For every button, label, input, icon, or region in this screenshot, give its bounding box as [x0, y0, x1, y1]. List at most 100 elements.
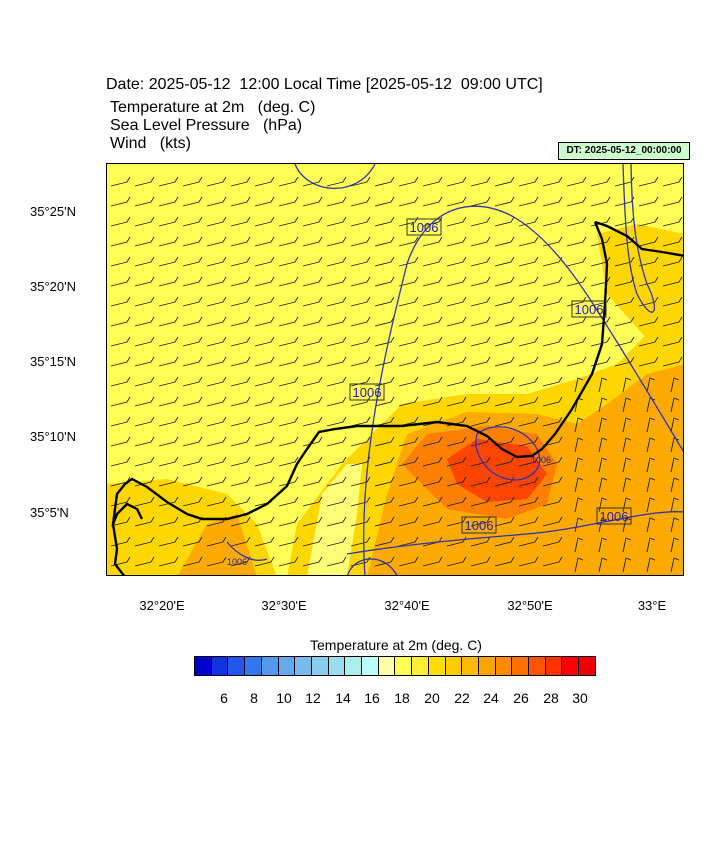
wind-barb	[422, 296, 443, 307]
wind-barb	[446, 536, 467, 547]
wind-barb	[302, 436, 323, 447]
wind-barb	[110, 336, 131, 347]
isobar-label: 1006	[410, 220, 439, 235]
colorbar-swatch	[529, 657, 546, 675]
wind-barb	[494, 456, 515, 467]
wind-barb	[302, 376, 323, 387]
wind-barb	[158, 316, 179, 327]
wind-barb	[470, 356, 491, 367]
wind-barb	[158, 356, 179, 367]
wind-barb	[374, 396, 395, 407]
wind-barb	[638, 236, 659, 247]
wind-barb	[622, 377, 632, 393]
wind-barb	[662, 336, 683, 347]
wind-barb	[206, 216, 227, 227]
wind-barb	[614, 236, 635, 247]
wind-barb	[494, 396, 515, 407]
colorbar-swatch	[478, 657, 496, 675]
wind-barb	[350, 236, 371, 247]
wind-barb	[254, 316, 275, 327]
wind-barb	[134, 216, 155, 227]
wind-barb	[590, 196, 611, 207]
wind-barb	[470, 516, 491, 527]
wind-barb	[110, 196, 131, 207]
wind-barb	[182, 356, 203, 367]
wind-barb	[302, 476, 323, 487]
wind-barb	[422, 176, 443, 187]
isobar-line	[294, 164, 376, 190]
lon-label: 32°40'E	[384, 598, 430, 613]
wind-barb	[614, 356, 635, 367]
wind-barb	[350, 496, 371, 507]
wind-barb	[446, 236, 467, 247]
colorbar-swatch	[495, 657, 513, 675]
coastline-cape	[111, 502, 144, 525]
wind-barb	[518, 436, 539, 447]
wind-barb	[254, 476, 275, 487]
wind-barb	[134, 316, 155, 327]
wind-barb	[590, 176, 611, 187]
wind-barb	[326, 296, 347, 307]
wind-barb	[670, 477, 680, 493]
colorbar-tick-label: 6	[220, 690, 228, 706]
wind-barb	[446, 256, 467, 267]
wind-barb	[638, 196, 659, 207]
wind-barb	[638, 176, 659, 187]
wind-barb	[230, 536, 251, 547]
wind-barb	[446, 516, 467, 527]
temperature-cool-strip	[307, 464, 362, 575]
wind-barb	[398, 516, 419, 527]
wind-barb	[542, 556, 563, 567]
wind-barb	[350, 176, 371, 187]
wind-barb	[518, 176, 539, 187]
wind-barb	[206, 196, 227, 207]
wind-barb	[110, 376, 131, 387]
wind-barb	[350, 276, 371, 287]
lat-label: 35°15'N	[30, 354, 76, 369]
colorbar-swatch	[545, 657, 563, 675]
temperature-colorbar	[194, 656, 596, 676]
wind-barb	[158, 196, 179, 207]
isobar-line	[475, 426, 541, 481]
colorbar-title: Temperature at 2m (deg. C)	[310, 637, 482, 653]
wind-barb	[662, 316, 683, 327]
wind-barb	[326, 436, 347, 447]
wind-barb	[326, 516, 347, 527]
wind-barb	[422, 476, 443, 487]
wind-barb	[662, 236, 683, 247]
wind-barb	[470, 216, 491, 227]
colorbar-tick-label: 14	[335, 690, 351, 706]
wind-barb	[326, 256, 347, 267]
isobar-label-box	[461, 516, 497, 534]
colorbar-swatch	[562, 657, 580, 675]
wind-barb	[518, 376, 539, 387]
wind-barb	[326, 196, 347, 207]
wind-barb	[518, 416, 539, 427]
wind-barb	[206, 416, 227, 427]
wind-barb	[422, 396, 443, 407]
wind-barb	[598, 417, 608, 433]
wind-barb	[470, 476, 491, 487]
lat-label: 35°25'N	[30, 204, 76, 219]
colorbar-swatch	[345, 657, 363, 675]
wind-barb	[566, 196, 587, 207]
wind-barb	[422, 376, 443, 387]
wind-barb	[542, 456, 563, 467]
wind-barb	[422, 496, 443, 507]
wind-barb	[518, 296, 539, 307]
wind-barb	[374, 296, 395, 307]
wind-barb	[622, 397, 632, 413]
wind-barb	[302, 336, 323, 347]
isobar-line	[363, 205, 683, 575]
lat-label: 35°5'N	[30, 505, 69, 520]
wind-barb	[278, 436, 299, 447]
wind-barb	[278, 536, 299, 547]
field-temperature-label: Temperature at 2m (deg. C)	[110, 99, 316, 116]
wind-barb	[254, 416, 275, 427]
wind-barb	[182, 536, 203, 547]
colorbar-swatch	[512, 657, 530, 675]
wind-barb	[542, 536, 563, 547]
wind-barb	[598, 397, 608, 413]
wind-barb	[646, 517, 656, 533]
wind-barb	[350, 216, 371, 227]
